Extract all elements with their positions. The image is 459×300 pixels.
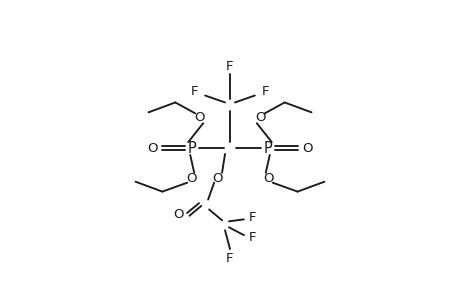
- Text: P: P: [187, 140, 196, 155]
- Text: F: F: [190, 85, 197, 98]
- Text: P: P: [263, 140, 272, 155]
- Text: O: O: [147, 142, 157, 154]
- Text: F: F: [262, 85, 269, 98]
- Text: O: O: [263, 172, 274, 185]
- Text: F: F: [249, 231, 256, 244]
- Text: O: O: [194, 111, 204, 124]
- Text: O: O: [173, 208, 183, 221]
- Text: O: O: [211, 172, 222, 185]
- Text: F: F: [249, 211, 256, 224]
- Text: O: O: [185, 172, 196, 185]
- Text: F: F: [226, 253, 233, 266]
- Text: O: O: [255, 111, 265, 124]
- Text: F: F: [226, 60, 233, 73]
- Text: O: O: [302, 142, 312, 154]
